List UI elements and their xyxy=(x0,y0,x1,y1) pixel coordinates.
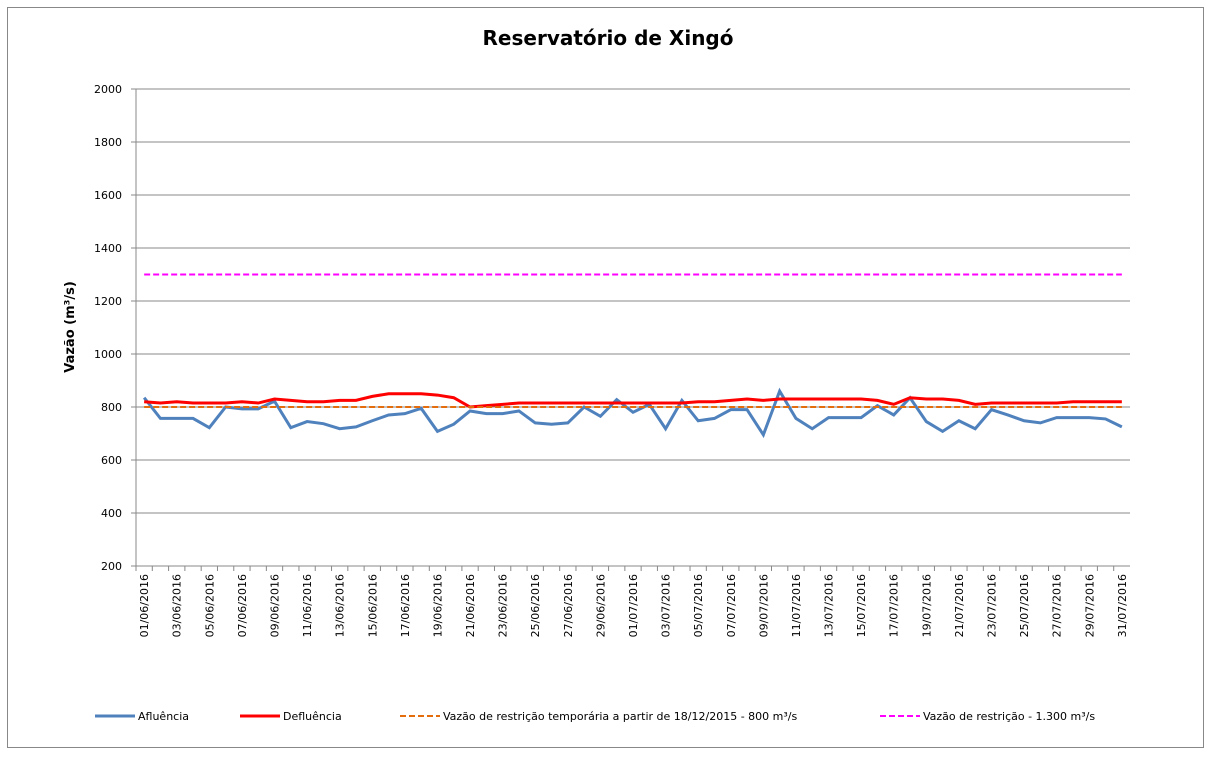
y-tick-label: 2000 xyxy=(94,83,122,96)
y-tick-label: 1200 xyxy=(94,295,122,308)
x-tick-label: 03/06/2016 xyxy=(171,574,184,637)
x-tick-label: 19/06/2016 xyxy=(431,574,444,637)
x-tick-label: 05/07/2016 xyxy=(692,574,705,637)
y-tick-label: 1000 xyxy=(94,348,122,361)
x-tick-label: 03/07/2016 xyxy=(660,574,673,637)
legend-label: Vazão de restrição temporária a partir d… xyxy=(443,710,797,723)
x-tick-label: 27/06/2016 xyxy=(562,574,575,637)
x-tick-label: 23/07/2016 xyxy=(985,574,998,637)
x-tick-label: 25/06/2016 xyxy=(529,574,542,637)
x-tick-label: 13/06/2016 xyxy=(334,574,347,637)
x-tick-label: 19/07/2016 xyxy=(920,574,933,637)
y-tick-label: 400 xyxy=(101,507,122,520)
x-tick-label: 07/07/2016 xyxy=(725,574,738,637)
x-tick-label: 05/06/2016 xyxy=(203,574,216,637)
chart-border xyxy=(7,7,1204,748)
series-line xyxy=(142,387,1123,439)
x-tick-label: 21/07/2016 xyxy=(953,574,966,637)
x-tick-label: 07/06/2016 xyxy=(236,574,249,637)
x-tick-label: 09/06/2016 xyxy=(269,574,282,637)
y-tick-label: 600 xyxy=(101,454,122,467)
y-tick-label: 1400 xyxy=(94,242,122,255)
x-tick-label: 01/07/2016 xyxy=(627,574,640,637)
y-tick-label: 800 xyxy=(101,401,122,414)
x-tick-label: 29/07/2016 xyxy=(1083,574,1096,637)
x-tick-label: 11/07/2016 xyxy=(790,574,803,637)
legend-label: Vazão de restrição - 1.300 m³/s xyxy=(923,710,1095,723)
x-tick-label: 11/06/2016 xyxy=(301,574,314,637)
x-tick-label: 17/06/2016 xyxy=(399,574,412,637)
x-tick-label: 17/07/2016 xyxy=(888,574,901,637)
x-tick-label: 13/07/2016 xyxy=(823,574,836,637)
chart-title: Reservatório de Xingó xyxy=(483,26,734,50)
y-tick-label: 1800 xyxy=(94,136,122,149)
x-tick-label: 15/06/2016 xyxy=(366,574,379,637)
x-tick-label: 23/06/2016 xyxy=(497,574,510,637)
y-tick-label: 1600 xyxy=(94,189,122,202)
x-tick-label: 27/07/2016 xyxy=(1051,574,1064,637)
y-axis-label: Vazão (m³/s) xyxy=(63,281,78,373)
x-tick-label: 31/07/2016 xyxy=(1116,574,1129,637)
x-tick-label: 15/07/2016 xyxy=(855,574,868,637)
legend-label: Afluência xyxy=(138,710,189,723)
x-tick-label: 29/06/2016 xyxy=(594,574,607,637)
x-tick-label: 09/07/2016 xyxy=(757,574,770,637)
legend-label: Defluência xyxy=(283,710,342,723)
x-tick-label: 25/07/2016 xyxy=(1018,574,1031,637)
x-tick-label: 21/06/2016 xyxy=(464,574,477,637)
y-tick-label: 200 xyxy=(101,560,122,573)
x-tick-label: 01/06/2016 xyxy=(138,574,151,637)
series-line xyxy=(144,392,1122,409)
